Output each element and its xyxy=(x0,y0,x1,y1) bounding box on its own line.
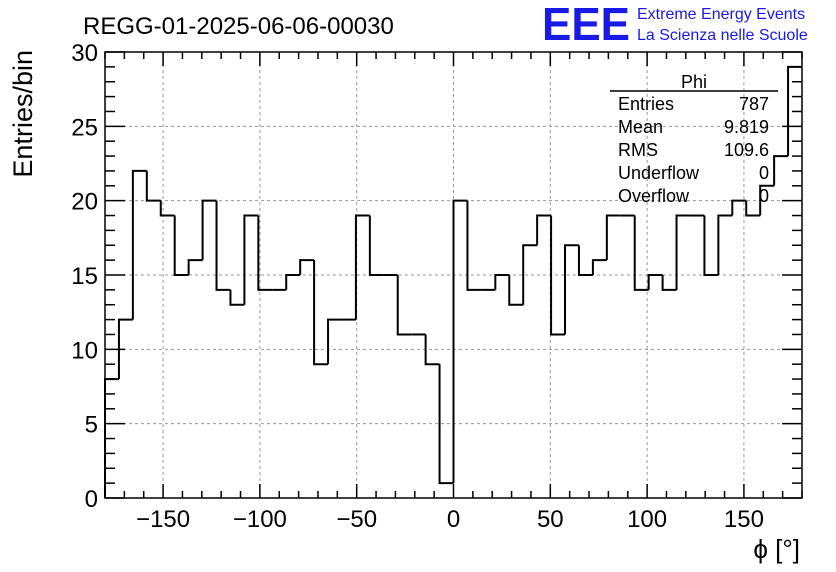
histogram-bin xyxy=(327,318,342,365)
histogram-bin xyxy=(285,274,301,290)
histogram-bin xyxy=(731,199,747,216)
y-tick-label: 30 xyxy=(71,40,98,67)
histogram-bin xyxy=(605,214,621,261)
stats-row-value: 787 xyxy=(739,94,769,114)
chart-title: REGG-01-2025-06-06-00030 xyxy=(83,13,394,40)
histogram-bin xyxy=(299,259,315,275)
histogram-bin xyxy=(591,259,607,275)
histogram-bin xyxy=(522,244,538,305)
histogram-bin xyxy=(354,214,370,320)
histogram-bin xyxy=(229,289,245,306)
histogram-bin xyxy=(675,214,691,290)
y-tick-label: 0 xyxy=(85,486,98,513)
y-tick-label: 10 xyxy=(71,337,98,364)
axis-ticks xyxy=(104,51,803,499)
histogram-bin xyxy=(550,215,566,336)
histogram-bin xyxy=(173,215,189,276)
stats-row-label: Mean xyxy=(618,117,663,137)
histogram-bin xyxy=(661,275,677,291)
logo-line-1: Extreme Energy Events xyxy=(637,6,805,23)
histogram-bin xyxy=(494,274,510,290)
x-tick-label: 100 xyxy=(627,506,667,533)
y-tick-label: 25 xyxy=(71,114,98,141)
x-tick-label: 150 xyxy=(724,506,764,533)
stats-row-value: 9.819 xyxy=(724,117,769,137)
logo-line-2: La Scienza nelle Scuole xyxy=(637,27,808,44)
logo-mark: EEE xyxy=(542,0,630,50)
x-tick-label: −50 xyxy=(336,506,377,533)
x-tick-label: −100 xyxy=(233,506,287,533)
histogram-bin xyxy=(131,169,147,320)
histogram-bin xyxy=(717,214,733,275)
stats-row-label: RMS xyxy=(618,140,658,160)
tick-labels: −150 −100 −50 0 50 100 150 0 5 10 15 20 25 30 xyxy=(71,40,764,533)
histogram-bin xyxy=(368,215,384,276)
histogram-bin xyxy=(159,200,175,217)
y-axis-label: Entries/bin xyxy=(8,50,38,178)
stats-title: Phi xyxy=(681,72,707,92)
histogram-bin xyxy=(145,170,161,202)
histogram-bin xyxy=(745,200,761,217)
histogram-bin xyxy=(257,215,273,291)
histogram-bin xyxy=(215,200,231,291)
stats-row-label: Underflow xyxy=(618,163,700,183)
histogram-bin xyxy=(536,214,552,246)
eee-logo: EEE Extreme Energy Events La Scienza nel… xyxy=(542,0,808,50)
x-tick-label: 50 xyxy=(537,506,564,533)
histogram-bin xyxy=(703,215,719,276)
histogram-bin xyxy=(396,275,412,336)
stats-row-value: 0 xyxy=(759,163,769,183)
histogram-bin xyxy=(187,259,203,275)
x-tick-label: −150 xyxy=(136,506,190,533)
stats-row-value: 109.6 xyxy=(724,140,769,160)
stats-row-label: Entries xyxy=(618,94,674,114)
histogram-bin xyxy=(117,318,133,380)
histogram-bin xyxy=(577,245,593,276)
stats-box: Phi Entries 787 Mean 9.819 RMS 109.6 Underflow… xyxy=(610,72,778,206)
histogram-bin xyxy=(466,200,482,291)
x-axis-label: ϕ [°] xyxy=(753,534,800,564)
histogram-bin xyxy=(773,155,789,186)
histogram-bin xyxy=(313,260,329,366)
histogram-bin xyxy=(452,199,468,484)
histogram-bin xyxy=(564,244,579,335)
histogram-bin xyxy=(201,199,217,261)
y-tick-label: 15 xyxy=(71,263,98,290)
histogram-bin xyxy=(647,274,663,290)
histogram-bin xyxy=(438,364,454,485)
histogram-bin xyxy=(759,184,775,216)
y-tick-label: 5 xyxy=(85,412,98,439)
stats-row-label: Overflow xyxy=(618,186,690,206)
histogram-bin xyxy=(424,334,440,366)
histogram-bin xyxy=(508,275,524,306)
histogram-bin xyxy=(243,214,259,305)
stats-rows: Entries 787 Mean 9.819 RMS 109.6 Underflow 0 Ove… xyxy=(618,94,769,206)
stats-row-value: 0 xyxy=(759,186,769,206)
histogram-bin xyxy=(633,215,649,291)
y-tick-label: 20 xyxy=(71,189,98,216)
x-tick-label: 0 xyxy=(447,506,460,533)
